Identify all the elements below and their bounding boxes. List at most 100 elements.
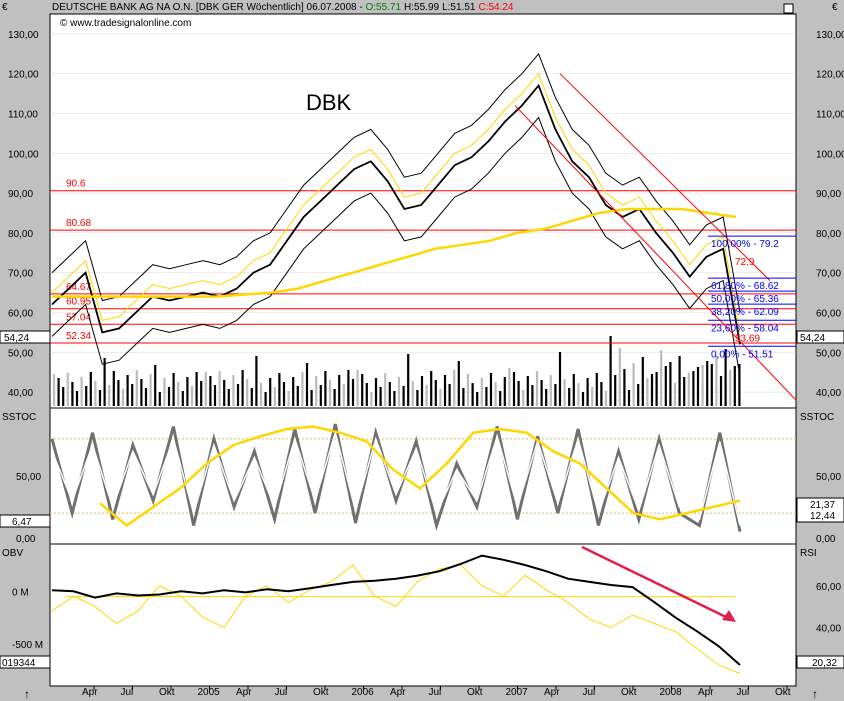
fib-level-label: 38,20% - 62.09 xyxy=(711,307,779,318)
price-ytick-right: 100,00 xyxy=(816,149,844,160)
obv-title: OBV xyxy=(2,548,23,559)
horizontal-level-label: 64.67 xyxy=(66,282,91,293)
price-ytick-left: 100,00 xyxy=(8,149,39,160)
price-ytick-left: 80,00 xyxy=(8,229,33,240)
price-ytick-right: 110,00 xyxy=(816,109,844,120)
sstoc-panel[interactable] xyxy=(49,407,797,545)
price-ytick-left: 130,00 xyxy=(8,30,39,41)
symbol-line: DEUTSCHE BANK AG NA O.N. [DBK GER Wöchen… xyxy=(52,2,365,13)
x-axis-label: 2007 xyxy=(506,687,529,698)
close-value: C:54.24 xyxy=(478,2,513,13)
obv-line xyxy=(51,554,741,666)
horizontal-level-label: 57.04 xyxy=(66,312,91,323)
currency-left-label: € xyxy=(2,2,8,13)
x-axis-label: 2006 xyxy=(352,687,375,698)
obv-trend-arrow-shaft xyxy=(581,545,729,620)
source-label: © www.tradesignalonline.com xyxy=(60,18,191,29)
sma-200-line xyxy=(52,207,737,298)
x-axis-label: Apr xyxy=(544,687,560,698)
chart-title-dbk: DBK xyxy=(306,90,352,115)
sstoc-ytick-left: 50,00 xyxy=(16,472,41,483)
x-axis-label: Jul xyxy=(275,687,288,698)
header-bar xyxy=(0,0,844,14)
x-axis-label: Okt xyxy=(621,687,637,698)
x-axis-label: 2005 xyxy=(198,687,221,698)
x-axis-label: Jul xyxy=(121,687,134,698)
fib-level-label: 23,60% - 58.04 xyxy=(711,323,779,334)
x-axis-label: Apr xyxy=(390,687,406,698)
x-axis-label: 2008 xyxy=(660,687,683,698)
scroll-up-arrow-left-icon[interactable]: ↑ xyxy=(24,687,30,701)
price-ytick-right: 40,00 xyxy=(816,388,841,399)
x-axis-label: Okt xyxy=(775,687,791,698)
trend-channel-lower-line xyxy=(514,105,797,401)
sstoc-value-tag-right xyxy=(796,497,844,523)
rsi-line xyxy=(51,564,741,674)
price-annotation: 53.69 xyxy=(735,334,760,345)
sstoc-d-line xyxy=(51,429,741,526)
last-price-tag-left xyxy=(0,330,51,344)
price-ytick-left: 110,00 xyxy=(8,109,38,120)
high-value: H:55.99 xyxy=(404,2,439,13)
price-panel[interactable] xyxy=(49,13,797,409)
sstoc-title-left: SSTOC xyxy=(2,412,36,423)
rsi-value: 20,32 xyxy=(812,658,837,669)
scroll-up-arrow-right-icon[interactable]: ↑ xyxy=(812,687,818,701)
fib-level-label: 0,00% - 51.51 xyxy=(711,349,774,360)
close-icon[interactable] xyxy=(783,3,794,14)
fib-level-label: 50,00% - 65.36 xyxy=(711,294,779,305)
price-ytick-right: 120,00 xyxy=(816,70,844,81)
sstoc-ytick-right: 50,00 xyxy=(816,472,841,483)
price-ytick-left: 60,00 xyxy=(8,308,33,319)
obv-trend-arrow-head xyxy=(722,610,736,622)
rsi-value-tag xyxy=(796,655,844,669)
open-value: O:55.71 xyxy=(365,2,401,13)
price-ytick-left: 40,00 xyxy=(8,388,33,399)
price-ytick-right: 80,00 xyxy=(816,229,841,240)
x-axis-label: Okt xyxy=(467,687,483,698)
obv-rsi-panel[interactable] xyxy=(49,543,797,687)
sstoc-value-tag-left xyxy=(0,514,51,528)
x-axis-label: Jul xyxy=(737,687,750,698)
bollinger-upper-line xyxy=(51,52,741,313)
short-ma-line xyxy=(51,72,741,333)
sstoc-value-right-2: 12,44 xyxy=(810,511,835,522)
obv-ytick: 0 M xyxy=(12,587,29,598)
price-ytick-left: 70,00 xyxy=(8,269,33,280)
horizontal-level-label: 80.68 xyxy=(66,218,91,229)
x-axis-label: Jul xyxy=(583,687,596,698)
last-price-tag-right xyxy=(796,330,844,344)
obv-value-tag xyxy=(0,655,51,669)
rsi-ytick: 40,00 xyxy=(816,624,841,635)
fib-level-label: 61,80% - 68.62 xyxy=(711,281,779,292)
rsi-ytick: 60,00 xyxy=(816,582,841,593)
price-ytick-left: 90,00 xyxy=(8,189,33,200)
sstoc-ytick-right: 0,00 xyxy=(816,534,836,545)
horizontal-level-label: 90.6 xyxy=(66,179,86,190)
price-ytick-right: 130,00 xyxy=(816,30,844,41)
x-axis-label: Okt xyxy=(313,687,329,698)
currency-right-label: € xyxy=(832,2,838,13)
horizontal-level-label: 52.34 xyxy=(66,331,91,342)
bollinger-lower-line xyxy=(51,116,741,377)
last-price-right: 54,24 xyxy=(800,333,825,344)
x-axis-label: Apr xyxy=(82,687,98,698)
sstoc-title-right: SSTOC xyxy=(800,412,834,423)
price-ytick-right: 70,00 xyxy=(816,269,841,280)
sstoc-value-right-1: 21,37 xyxy=(810,500,835,511)
x-axis-label: Okt xyxy=(159,687,175,698)
horizontal-level-label: 60.95 xyxy=(66,297,91,308)
x-axis-label: Apr xyxy=(698,687,714,698)
fib-level-label: 100,00% - 79.2 xyxy=(711,239,779,250)
last-price-left: 54,24 xyxy=(4,333,29,344)
price-annotation: 72.9 xyxy=(735,257,755,268)
x-axis-label: Apr xyxy=(236,687,252,698)
x-axis-label: Jul xyxy=(429,687,442,698)
price-ytick-left: 50,00 xyxy=(8,348,33,359)
chart-header: DEUTSCHE BANK AG NA O.N. [DBK GER Wöchen… xyxy=(52,2,514,13)
low-value: L:51.51 xyxy=(442,2,476,13)
price-ytick-right: 60,00 xyxy=(816,308,841,319)
obv-ytick: -500 M xyxy=(12,640,43,651)
trend-channel-upper-line xyxy=(559,73,771,282)
